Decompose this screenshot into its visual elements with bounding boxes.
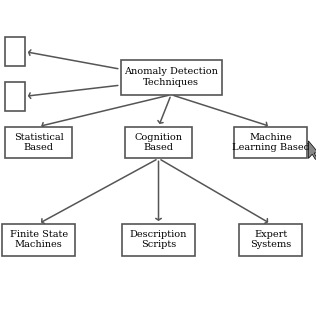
Text: Expert
Systems: Expert Systems: [250, 230, 291, 249]
FancyBboxPatch shape: [2, 224, 75, 256]
Polygon shape: [308, 141, 318, 159]
Text: Anomaly Detection
Techniques: Anomaly Detection Techniques: [124, 68, 218, 87]
FancyBboxPatch shape: [239, 224, 302, 256]
FancyBboxPatch shape: [4, 37, 25, 66]
FancyBboxPatch shape: [121, 60, 222, 95]
Text: Finite State
Machines: Finite State Machines: [10, 230, 68, 249]
FancyBboxPatch shape: [125, 126, 192, 158]
FancyBboxPatch shape: [122, 224, 195, 256]
Text: Statistical
Based: Statistical Based: [14, 133, 63, 152]
FancyBboxPatch shape: [4, 82, 25, 111]
Text: Machine
Learning Based: Machine Learning Based: [232, 133, 309, 152]
FancyBboxPatch shape: [234, 126, 307, 158]
FancyBboxPatch shape: [5, 126, 72, 158]
Text: Description
Scripts: Description Scripts: [130, 230, 187, 249]
Text: Cognition
Based: Cognition Based: [134, 133, 182, 152]
